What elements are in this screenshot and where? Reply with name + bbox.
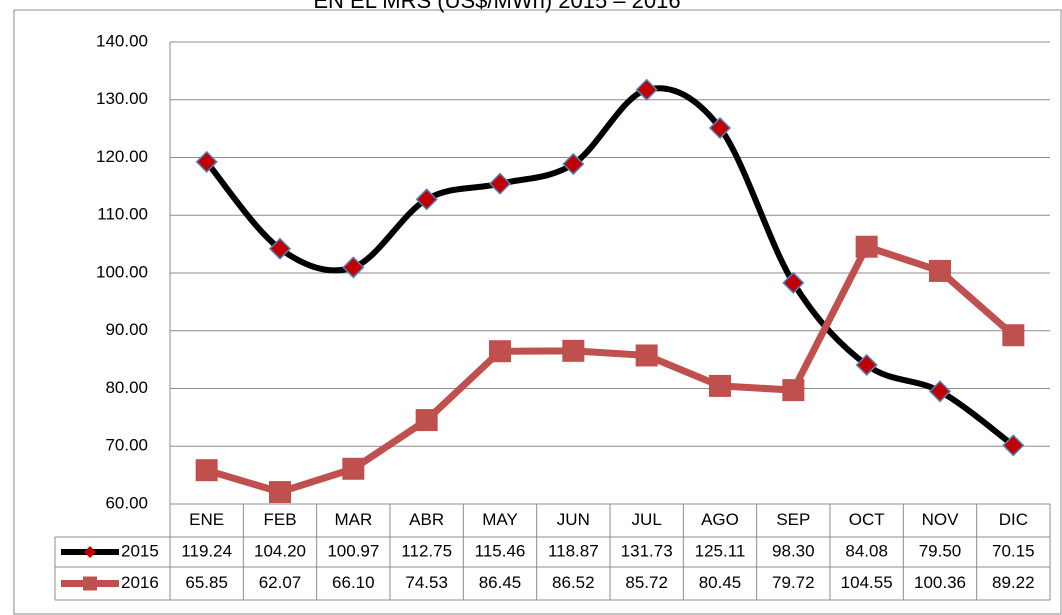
table-value: 79.50 [919, 541, 962, 560]
x-tick-label: OCT [849, 510, 885, 529]
x-tick-label: FEB [263, 510, 296, 529]
table-value: 70.15 [992, 541, 1035, 560]
marker [855, 235, 878, 258]
table-value: 104.20 [254, 541, 306, 560]
table-value: 125.11 [695, 541, 746, 560]
marker [709, 374, 731, 397]
x-tick-label: SEP [776, 510, 810, 529]
marker [562, 339, 585, 362]
marker [489, 340, 511, 363]
table-value: 79.72 [772, 573, 815, 592]
table-value: 131.73 [621, 541, 673, 560]
legend-label: 2015 [121, 541, 159, 560]
y-tick-label: 140.00 [96, 31, 148, 50]
table-value: 100.36 [914, 573, 966, 592]
table-value: 85.72 [625, 573, 668, 592]
marker [415, 188, 438, 211]
x-tick-label: JUN [557, 510, 590, 529]
marker [635, 344, 658, 367]
marker [1002, 324, 1025, 347]
x-tick-label: AGO [701, 510, 739, 529]
table-value: 65.85 [185, 573, 228, 592]
x-tick-label: DIC [999, 510, 1028, 529]
table-value: 89.22 [992, 573, 1035, 592]
marker [488, 172, 512, 195]
table-value: 80.45 [699, 573, 742, 592]
table-value: 86.45 [479, 573, 522, 592]
legend-label: 2016 [121, 573, 159, 592]
table-value: 115.46 [475, 541, 526, 560]
table-value: 84.08 [845, 541, 888, 560]
marker [195, 459, 218, 482]
marker [1002, 434, 1025, 457]
marker [855, 353, 878, 376]
table-value: 86.52 [552, 573, 595, 592]
marker [708, 116, 732, 140]
chart-frame [13, 9, 1062, 615]
y-tick-label: 80.00 [105, 378, 148, 397]
chart-title: EN EL MRS (US$/MWh) 2015 – 2016 [313, 0, 680, 13]
marker [269, 481, 291, 504]
table-value: 112.75 [401, 541, 452, 560]
marker [195, 150, 218, 173]
marker [782, 379, 805, 402]
x-tick-label: MAY [482, 510, 518, 529]
y-tick-label: 120.00 [96, 147, 148, 166]
marker [342, 457, 365, 480]
marker [635, 78, 658, 101]
y-tick-label: 90.00 [105, 320, 148, 339]
x-tick-label: MAR [334, 510, 372, 529]
legend-marker [83, 576, 97, 591]
marker [415, 409, 438, 432]
y-tick-label: 100.00 [96, 262, 148, 281]
x-tick-label: ENE [189, 510, 224, 529]
table-value: 74.53 [405, 573, 448, 592]
marker [782, 271, 805, 294]
table-value: 104.55 [841, 573, 893, 592]
series-line [205, 243, 1016, 496]
marker [562, 152, 585, 176]
y-tick-label: 130.00 [96, 89, 148, 108]
legend-marker [84, 546, 96, 558]
table-value: 62.07 [259, 573, 302, 592]
marker [928, 380, 952, 403]
table-value: 100.97 [327, 541, 379, 560]
x-tick-label: NOV [922, 510, 960, 529]
series-line [204, 85, 1016, 448]
y-tick-label: 70.00 [105, 436, 148, 455]
marker [929, 259, 951, 282]
marker [342, 256, 365, 279]
y-tick-label: 110.00 [97, 205, 148, 224]
table-value: 119.24 [181, 541, 232, 560]
marker [268, 237, 292, 260]
table-value: 66.10 [332, 573, 375, 592]
x-tick-label: JUL [632, 510, 662, 529]
table-value: 118.87 [548, 541, 599, 560]
x-tick-label: ABR [409, 510, 444, 529]
y-tick-label: 60.00 [105, 493, 148, 512]
table-value: 98.30 [772, 541, 815, 560]
